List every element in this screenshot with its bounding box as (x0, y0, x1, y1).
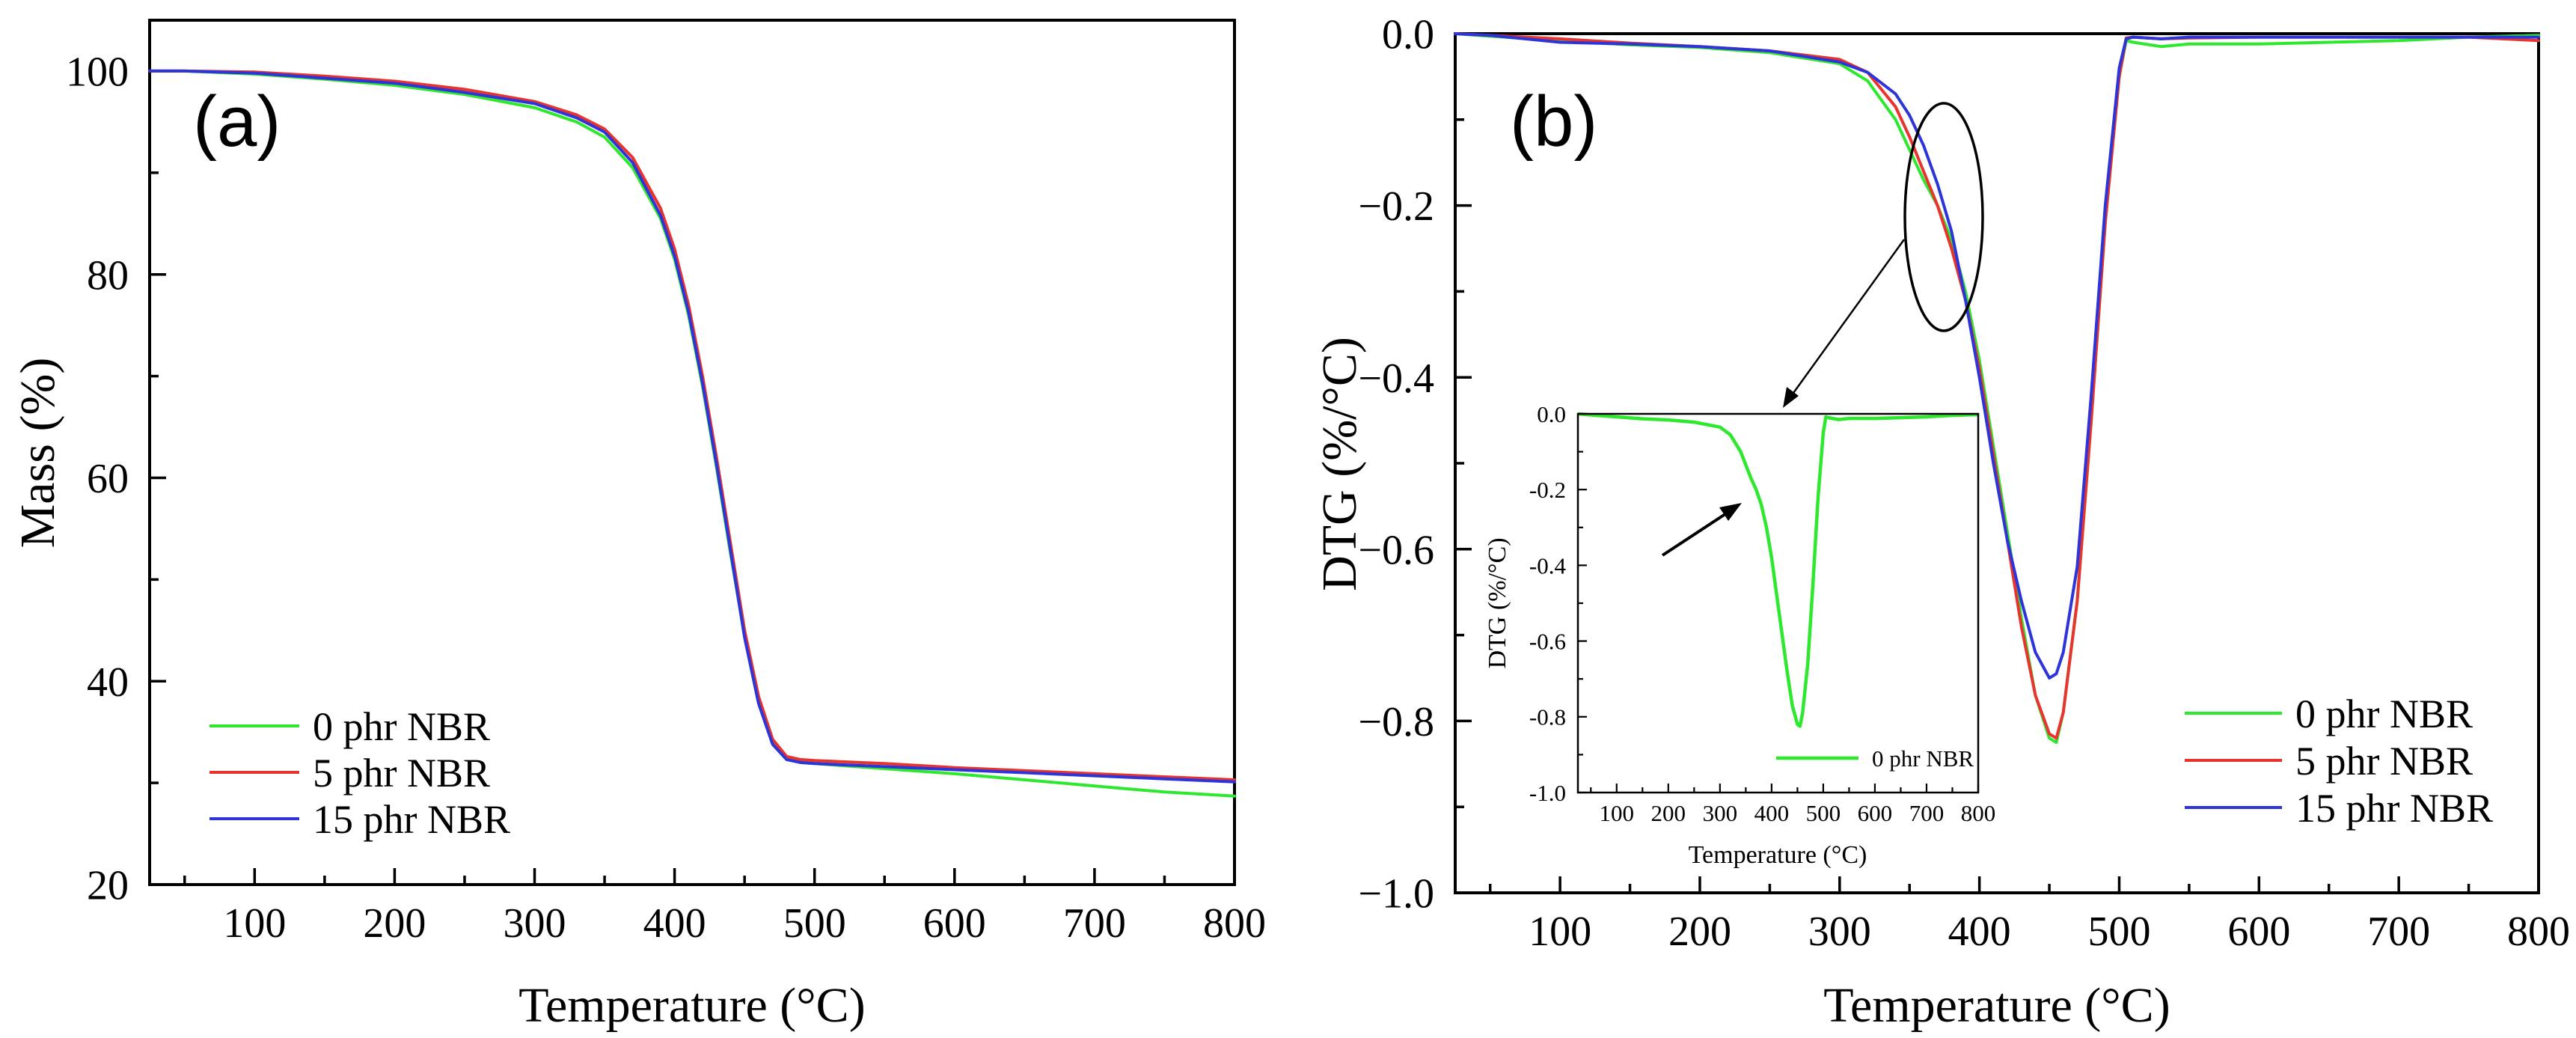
inset-y-tick-label: -0.2 (1529, 477, 1566, 503)
panel-b-y-tick-label: −0.8 (1358, 699, 1434, 745)
inset-x-tick-label: 100 (1600, 800, 1635, 826)
inset-x-tick-label: 200 (1651, 800, 1686, 826)
panel-b-y-tick-label: −0.4 (1358, 355, 1434, 402)
panel-b-legend-label: 0 phr NBR (2295, 692, 2473, 736)
panel-a-x-tick-label: 300 (504, 900, 566, 947)
inset-series (1577, 412, 1979, 728)
panel-b-x-ticks: 100 200 300 400 500 600 700 800 (1488, 876, 2570, 955)
inset-x-tick-label: 700 (1909, 800, 1945, 826)
panel-b-x-tick-label: 600 (2227, 909, 2290, 955)
panel-b-legend-label: 5 phr NBR (2295, 739, 2473, 784)
panel-a-y-tick-label: 20 (87, 863, 129, 909)
panel-a-x-tick-label: 200 (363, 900, 426, 947)
panel-b-x-tick-label: 400 (1948, 909, 2011, 955)
inset-y-tick-label: -0.4 (1529, 552, 1567, 578)
panel-a-x-tick-label: 700 (1063, 900, 1126, 947)
panel-a-y-ticks: 20 40 60 80 100 (66, 49, 166, 909)
panel-a-legend-label: 0 phr NBR (313, 704, 490, 749)
panel-a-x-axis-label: Temperature (°C) (518, 978, 865, 1033)
panel-b-x-tick-label: 100 (1529, 909, 1591, 955)
panel-a-x-ticks: 100 200 300 400 500 600 700 800 (183, 868, 1266, 947)
panel-b-series (1454, 32, 2540, 745)
panel-b-inset: 100 200 300 400 500 600 700 800 0.0 -0.2 -0.4 -0.6… (1484, 401, 1995, 869)
panel-a-mass-chart: 100 200 300 400 500 600 700 800 20 40 60 80 100 (a)… (10, 19, 1266, 1033)
inset-y-tick-label: 0.0 (1537, 401, 1566, 427)
panel-b-x-tick-label: 300 (1808, 909, 1871, 955)
panel-a-y-tick-label: 100 (66, 49, 129, 96)
inset-x-tick-label: 600 (1858, 800, 1893, 826)
inset-y-tick-label: -1.0 (1529, 780, 1566, 806)
inset-series-line (1577, 412, 1979, 728)
panel-a-y-tick-label: 80 (87, 252, 129, 299)
inset-y-tick-label: -0.8 (1529, 704, 1566, 730)
panel-b-y-axis-label: DTG (%/°C) (1312, 337, 1367, 591)
inset-pointer-arrow (1661, 510, 1731, 557)
panel-b-y-tick-label: −0.2 (1358, 183, 1434, 230)
inset-x-tick-label: 400 (1754, 800, 1790, 826)
panel-a-x-tick-label: 800 (1203, 900, 1266, 947)
inset-x-tick-label: 800 (1961, 800, 1996, 826)
ellipse-to-inset-arrow (1788, 239, 1906, 399)
panel-b-y-tick-label: 0.0 (1382, 12, 1434, 58)
panel-b-x-tick-label: 200 (1668, 909, 1731, 955)
inset-x-tick-label: 500 (1806, 800, 1841, 826)
panel-a-plot-frame (148, 19, 1236, 886)
panel-b-y-tick-label: −1.0 (1358, 871, 1434, 918)
panel-a-y-tick-label: 40 (87, 659, 129, 706)
panel-b-legend-label: 15 phr NBR (2295, 786, 2493, 831)
panel-a-x-tick-label: 600 (923, 900, 986, 947)
panel-a-x-tick-label: 500 (783, 900, 846, 947)
panel-a-x-tick-label: 400 (643, 900, 706, 947)
panel-b-letter: (b) (1510, 82, 1597, 162)
panel-b-x-tick-label: 500 (2087, 909, 2150, 955)
panel-a-series-line (148, 69, 1236, 784)
panel-b-y-tick-label: −0.6 (1358, 527, 1434, 573)
panel-b-x-tick-label: 800 (2507, 909, 2570, 955)
inset-legend-label: 0 phr NBR (1872, 745, 1974, 772)
panel-a-series-line (148, 69, 1236, 798)
inset-x-tick-label: 300 (1703, 800, 1738, 826)
inset-x-axis-label: Temperature (°C) (1689, 841, 1867, 869)
panel-a-legend-label: 5 phr NBR (313, 751, 490, 796)
panel-a-series-line (148, 69, 1236, 781)
panel-b-y-ticks: 0.0 −0.2 −0.4 −0.6 −0.8 −1.0 (1358, 12, 1472, 918)
panel-b-x-tick-label: 700 (2367, 909, 2430, 955)
panel-b-x-axis-label: Temperature (°C) (1823, 978, 2170, 1033)
inset-y-tick-label: -0.6 (1529, 628, 1566, 654)
inset-legend: 0 phr NBR (1776, 745, 1974, 772)
panel-a-x-tick-label: 100 (223, 900, 286, 947)
inset-y-ticks: 0.0 -0.2 -0.4 -0.6 -0.8 -1.0 (1529, 401, 1587, 806)
inset-x-ticks: 100 200 300 400 500 600 700 800 (1590, 784, 1996, 826)
ellipse-to-inset-arrowhead (1783, 387, 1799, 408)
inset-pointer-arrowhead (1719, 503, 1742, 521)
panel-a-y-tick-label: 60 (87, 456, 129, 502)
panel-b-dtg-chart: 100 200 300 400 500 600 700 800 0.0 −0.2 −0.4 −0.6… (1312, 12, 2570, 1033)
inset-y-axis-label: DTG (%/°C) (1484, 537, 1511, 668)
panel-a-letter: (a) (193, 82, 281, 162)
panel-a-series (148, 69, 1236, 798)
panel-b-series-line (1454, 32, 2540, 680)
panel-a-legend-label: 15 phr NBR (313, 797, 510, 842)
panel-a-y-axis-label: Mass (%) (10, 358, 65, 549)
highlight-ellipse (1903, 102, 1984, 332)
